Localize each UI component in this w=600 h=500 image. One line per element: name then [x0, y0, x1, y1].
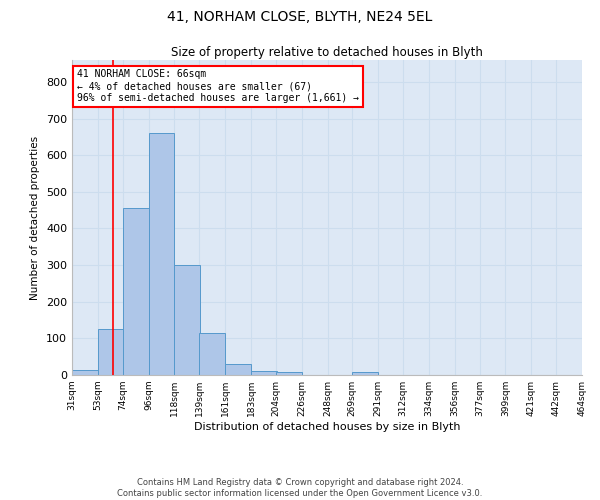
- Bar: [251, 370, 277, 375]
- Bar: [199, 333, 225, 375]
- Bar: [122, 208, 149, 375]
- Title: Size of property relative to detached houses in Blyth: Size of property relative to detached ho…: [171, 46, 483, 59]
- Bar: [276, 372, 302, 375]
- Bar: [352, 372, 378, 375]
- Bar: [175, 265, 200, 375]
- Bar: [98, 329, 124, 375]
- Text: Contains HM Land Registry data © Crown copyright and database right 2024.
Contai: Contains HM Land Registry data © Crown c…: [118, 478, 482, 498]
- Y-axis label: Number of detached properties: Number of detached properties: [31, 136, 40, 300]
- X-axis label: Distribution of detached houses by size in Blyth: Distribution of detached houses by size …: [194, 422, 460, 432]
- Bar: [225, 364, 251, 375]
- Bar: [72, 370, 98, 375]
- Text: 41, NORHAM CLOSE, BLYTH, NE24 5EL: 41, NORHAM CLOSE, BLYTH, NE24 5EL: [167, 10, 433, 24]
- Bar: [149, 134, 175, 375]
- Text: 41 NORHAM CLOSE: 66sqm
← 4% of detached houses are smaller (67)
96% of semi-deta: 41 NORHAM CLOSE: 66sqm ← 4% of detached …: [77, 70, 359, 102]
